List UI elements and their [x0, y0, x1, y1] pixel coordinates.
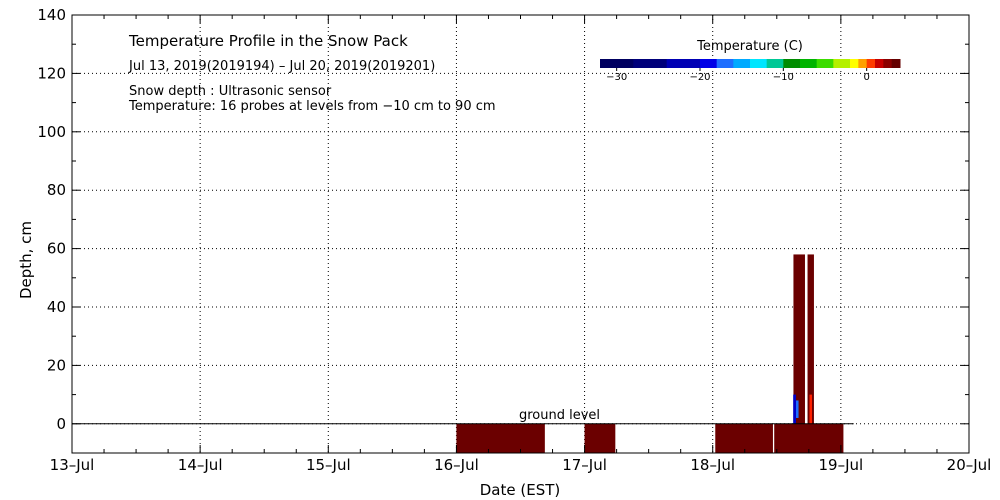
x-tick-label: 13–Jul: [50, 456, 95, 474]
colorbar-title: Temperature (C): [696, 39, 803, 54]
colorbar-bin: [783, 59, 801, 68]
plot-frame: [71, 14, 970, 454]
colorbar-bin: [866, 59, 876, 68]
chart-title: Temperature Profile in the Snow Pack: [128, 32, 408, 50]
x-tick-label: 19–Jul: [819, 456, 864, 474]
x-axis-title: Date (EST): [480, 481, 561, 499]
colorbar-bin: [700, 59, 718, 68]
x-tick-label: 17–Jul: [562, 456, 607, 474]
y-tick-label: 40: [47, 298, 66, 316]
y-tick-label: 0: [56, 415, 66, 433]
colorbar-bin: [816, 59, 834, 68]
y-tick-label: 60: [47, 240, 66, 258]
temperature-blocks: [456, 254, 844, 453]
x-tick-label: 16–Jul: [434, 456, 479, 474]
temperature-block: [715, 423, 773, 453]
temperature-block: [584, 423, 616, 453]
colorbar-bin: [750, 59, 768, 68]
colorbar-tick-label: −10: [773, 72, 794, 83]
ground-level-label: ground level: [519, 408, 600, 423]
axis-ticks: 13–Jul 14–Jul 15–Jul 16–Jul 17–Jul 18–Jul 19–J…: [37, 6, 991, 474]
colorbar-tick-label: 0: [863, 72, 869, 83]
colorbar-ticks: −30 −20 −10 0: [606, 68, 870, 83]
info-line-temperature: Temperature: 16 probes at levels from −1…: [128, 99, 496, 114]
x-tick-label: 14–Jul: [178, 456, 223, 474]
grid-lines: [72, 15, 969, 453]
colorbar-bin: [600, 59, 634, 68]
x-tick-label: 18–Jul: [690, 456, 735, 474]
colorbar-bin: [883, 59, 893, 68]
colorbar-bin: [858, 59, 868, 68]
y-tick-label: 20: [47, 356, 66, 374]
colorbar-bin: [666, 59, 701, 68]
colorbar-tick-label: −30: [606, 72, 627, 83]
y-tick-label: 80: [47, 181, 66, 199]
temperature-colorbar: Temperature (C) −30 −20 −10 0: [600, 39, 901, 83]
chart-subtitle: Jul 13, 2019(2019194) – Jul 20, 2019(201…: [128, 59, 435, 74]
colorbar-bin: [875, 59, 884, 68]
info-line-snow-depth: Snow depth : Ultrasonic sensor: [129, 84, 332, 99]
colorbar-bin: [833, 59, 851, 68]
temperature-block: [793, 254, 805, 424]
colorbar-bins: [600, 59, 901, 68]
x-tick-label: 15–Jul: [306, 456, 351, 474]
x-tick-label: 20–Jul: [947, 456, 992, 474]
y-tick-label: 140: [37, 6, 66, 24]
temperature-block: [774, 423, 844, 453]
colorbar-bin: [633, 59, 668, 68]
colorbar-bin: [733, 59, 751, 68]
colorbar-bin: [716, 59, 734, 68]
colorbar-bin: [850, 59, 859, 68]
y-axis-title: Depth, cm: [17, 221, 35, 299]
temperature-block: [807, 254, 814, 424]
colorbar-bin: [766, 59, 784, 68]
temperature-block: [793, 394, 797, 424]
colorbar-bin: [891, 59, 901, 68]
colorbar-tick-label: −20: [689, 72, 710, 83]
y-tick-label: 100: [37, 123, 66, 141]
temperature-block: [456, 423, 545, 453]
y-tick-label: 120: [37, 64, 66, 82]
temperature-block: [809, 394, 813, 424]
colorbar-bin: [800, 59, 818, 68]
temperature-block: [796, 400, 799, 418]
